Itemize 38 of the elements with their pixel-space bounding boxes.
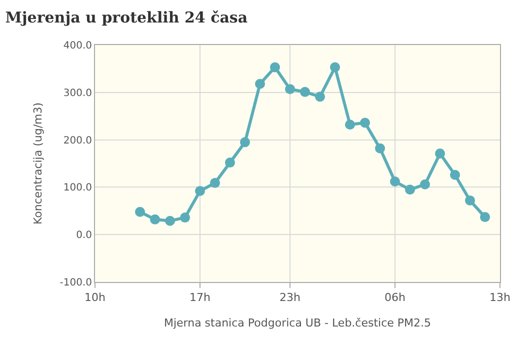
point: [285, 84, 295, 94]
point: [420, 179, 430, 190]
point: [300, 86, 310, 97]
point: [435, 148, 445, 159]
y-tick-label: 200.0: [63, 135, 92, 146]
point: [465, 195, 475, 206]
point: [255, 78, 265, 89]
point: [165, 216, 175, 226]
point: [315, 92, 325, 102]
point: [330, 62, 340, 72]
point: [150, 214, 160, 224]
point: [360, 118, 370, 128]
point: [345, 120, 355, 130]
x-tick-label: 23h: [280, 291, 301, 304]
point: [180, 212, 190, 223]
point: [240, 137, 250, 148]
x-axis-title: Mjerna stanica Podgorica UB - Leb.čestice PM2.5: [164, 316, 432, 330]
x-tick-label: 10h: [84, 291, 106, 304]
point: [210, 178, 220, 188]
y-tick-label: 400.0: [63, 40, 92, 52]
y-tick-label: -100.0: [60, 278, 92, 288]
point: [225, 158, 235, 168]
point: [480, 212, 490, 222]
x-tick-label: 06h: [384, 291, 406, 304]
point: [135, 206, 145, 217]
point: [390, 176, 400, 187]
point: [195, 186, 205, 196]
y-tick-label: 300.0: [63, 88, 92, 99]
x-tick-label: 17h: [190, 291, 211, 304]
point: [450, 170, 460, 180]
chart-title: Mjerenja u proteklih 24 časa: [5, 8, 248, 26]
y-tick-label: 100.0: [63, 182, 92, 194]
point: [270, 62, 280, 72]
point: [375, 143, 385, 154]
x-tick-label: 13h: [490, 291, 511, 304]
point: [405, 184, 415, 195]
y-axis-title: Koncentracija (ug/m3): [31, 102, 44, 225]
y-tick-label: 0.0: [76, 230, 92, 242]
